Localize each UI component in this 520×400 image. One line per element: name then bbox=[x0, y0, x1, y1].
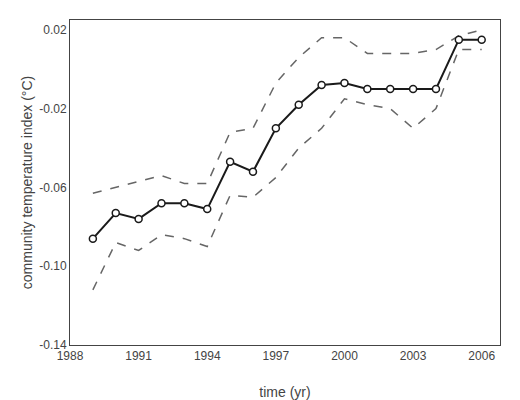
svg-text:1991: 1991 bbox=[125, 349, 152, 363]
svg-text:1997: 1997 bbox=[262, 349, 289, 363]
svg-text:2000: 2000 bbox=[331, 349, 358, 363]
svg-text:1988: 1988 bbox=[57, 349, 84, 363]
svg-text:-0.06: -0.06 bbox=[39, 181, 67, 195]
svg-text:community temperature index (°: community temperature index (°C) bbox=[19, 76, 35, 289]
svg-text:-0.14: -0.14 bbox=[39, 338, 67, 352]
svg-text:time (yr): time (yr) bbox=[259, 384, 310, 400]
svg-text:2006: 2006 bbox=[468, 349, 495, 363]
svg-text:0.02: 0.02 bbox=[43, 23, 67, 37]
svg-text:-0.02: -0.02 bbox=[39, 102, 67, 116]
svg-text:2003: 2003 bbox=[400, 349, 427, 363]
svg-text:-0.10: -0.10 bbox=[39, 259, 67, 273]
svg-text:1994: 1994 bbox=[194, 349, 221, 363]
